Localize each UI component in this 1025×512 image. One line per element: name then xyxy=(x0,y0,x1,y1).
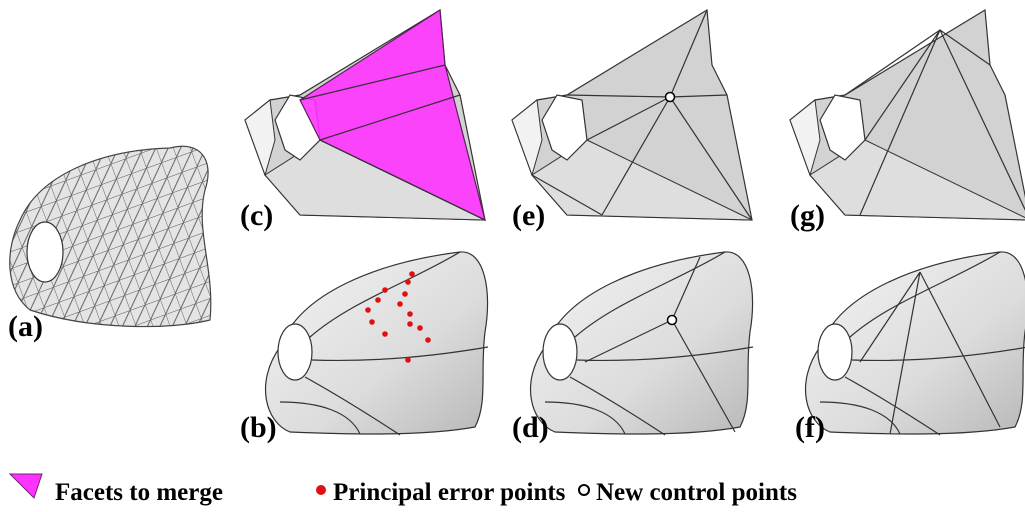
panel-label: (f) xyxy=(795,411,825,444)
panel-label: (c) xyxy=(240,199,273,232)
panel-label: (a) xyxy=(8,310,43,343)
hole xyxy=(26,221,64,283)
polyhedron-c xyxy=(244,8,486,222)
polyhedron-e xyxy=(511,9,753,221)
legend-swatch xyxy=(8,473,43,499)
legend-swatch xyxy=(316,485,326,495)
panel-label: (b) xyxy=(240,411,277,444)
mesh-surface xyxy=(9,145,212,328)
polyhedron-g xyxy=(789,9,1025,221)
panel-label: (g) xyxy=(790,199,825,232)
legend-swatch xyxy=(578,484,590,496)
panel-label: (d) xyxy=(512,411,549,444)
smooth-f xyxy=(804,251,1025,436)
smooth-d xyxy=(529,251,754,436)
legend-label: Principal error points xyxy=(333,479,566,506)
legend-label: New control points xyxy=(596,479,797,506)
legend-label: Facets to merge xyxy=(55,479,223,506)
smooth-b xyxy=(264,251,489,436)
panel-label: (e) xyxy=(512,199,545,232)
